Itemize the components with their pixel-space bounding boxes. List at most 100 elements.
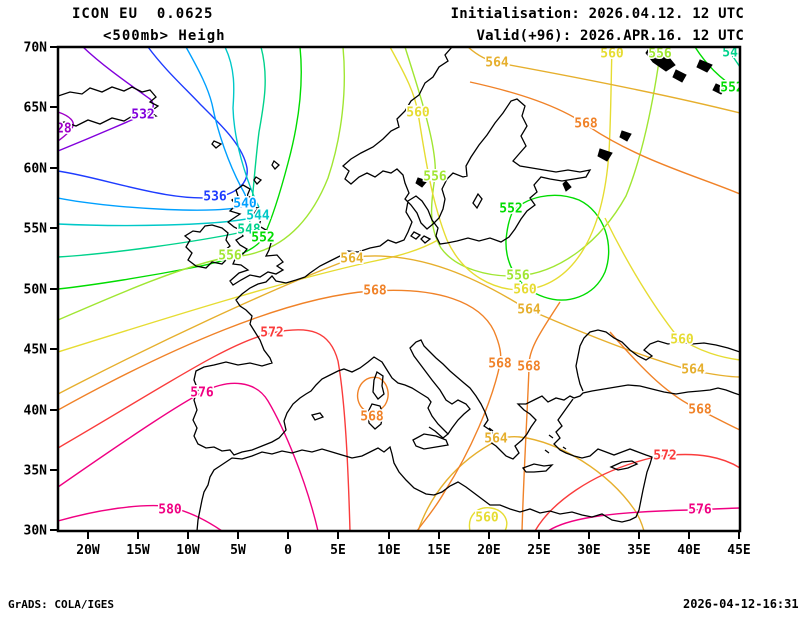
contour-label-568: 568 [488, 357, 512, 372]
contour-line-572 [534, 453, 740, 531]
contour-line-552 [694, 47, 740, 92]
contour-label-560: 560 [513, 283, 537, 298]
contour-line-568 [356, 376, 389, 413]
contour-label-552: 552 [499, 202, 522, 217]
y-tick-label: 45N [24, 343, 48, 358]
y-tick-label: 30N [24, 524, 48, 539]
contour-label-548: 548 [722, 46, 746, 61]
valid-time-label: Valid(+96): 2026.APR.16. 12 UTC [476, 28, 744, 44]
coastline [409, 339, 740, 460]
contour-label-536: 536 [203, 190, 227, 205]
contour-line-564 [58, 255, 740, 395]
y-tick-label: 50N [24, 283, 48, 298]
coastline [271, 159, 280, 170]
level-title: <500mb> Heigh [103, 28, 226, 44]
y-tick-label: 70N [24, 41, 48, 56]
x-tick-label: 45E [727, 543, 750, 558]
contour-layer [58, 47, 740, 531]
contour-label-556: 556 [218, 249, 242, 264]
contour-label-548: 548 [237, 223, 261, 238]
contour-line-532 [58, 47, 154, 152]
contour-label-560: 560 [475, 511, 499, 526]
contour-label-560: 560 [406, 106, 430, 121]
contour-label-564: 564 [485, 56, 509, 71]
contour-label-564: 564 [681, 363, 705, 378]
grads-credit: GrADS: COLA/IGES [8, 598, 114, 611]
creation-timestamp: 2026-04-12-16:31 [683, 597, 799, 611]
contour-line-568 [521, 301, 561, 531]
y-tick-label: 40N [24, 404, 48, 419]
contour-line-548 [58, 47, 266, 258]
y-tick-label: 55N [24, 222, 48, 237]
x-tick-label: 15W [126, 543, 150, 558]
contour-line-536 [58, 47, 248, 199]
coastline [521, 463, 554, 473]
coastline [575, 329, 740, 392]
coastline [226, 184, 285, 286]
x-tick-label: 35E [627, 543, 650, 558]
contour-label-552: 552 [251, 231, 274, 246]
contour-line-564 [417, 435, 645, 531]
coastline [192, 47, 592, 456]
contour-line-572 [58, 329, 351, 531]
lake-or-sea-fill [415, 177, 428, 188]
contour-line-544 [58, 47, 262, 227]
contour-label-556: 556 [648, 47, 672, 62]
x-tick-label: 25E [527, 543, 550, 558]
x-tick-label: 5W [230, 543, 246, 558]
contour-label-576: 576 [190, 386, 214, 401]
contour-line-540 [58, 47, 248, 211]
coastline [211, 140, 223, 149]
y-axis: 70N 65N 60N 55N 50N 45N 40N 35N 30N [24, 41, 57, 539]
model-title: ICON EU 0.0625 [72, 6, 214, 22]
coastline [472, 192, 483, 210]
x-tick-label: 5E [330, 543, 346, 558]
contour-line-552 [505, 194, 610, 301]
contour-line-556 [58, 47, 346, 321]
x-tick-label: 0 [284, 543, 292, 558]
x-tick-label: 10W [176, 543, 200, 558]
coastline [372, 371, 385, 400]
x-tick-label: 20E [477, 543, 500, 558]
coastline [609, 460, 639, 471]
coastline [196, 398, 653, 531]
contour-label-556: 556 [506, 269, 530, 284]
lake-or-sea-fill [645, 47, 676, 72]
contour-label-564: 564 [484, 432, 508, 447]
lake-or-sea-fill [696, 59, 713, 73]
init-time-label: Initialisation: 2026.04.12. 12 UTC [450, 6, 744, 22]
coastline [412, 433, 449, 450]
contour-label-568: 568 [360, 410, 384, 425]
x-tick-label: 10E [377, 543, 400, 558]
coastline-layer [58, 47, 740, 531]
y-tick-label: 65N [24, 101, 48, 116]
lake-or-sea-fill [619, 130, 632, 142]
coastline [488, 427, 567, 454]
coastline [310, 412, 325, 421]
contour-label-532: 532 [131, 108, 154, 123]
contour-label-568: 568 [688, 403, 712, 418]
coastline [183, 224, 231, 269]
contour-line-556 [404, 47, 662, 277]
contour-label-572: 572 [260, 326, 283, 341]
contour-line-576 [58, 382, 319, 531]
map-frame [56, 45, 742, 533]
x-tick-label: 40E [677, 543, 700, 558]
x-axis: 20W 15W 10W 5W 0 5E 10E 15E 20E 25E 30E 35E 40E 45E [76, 532, 751, 558]
x-tick-label: 20W [76, 543, 100, 558]
lake-or-sea-fill [562, 180, 572, 192]
contour-label-564: 564 [517, 303, 541, 318]
contour-label-568: 568 [517, 360, 541, 375]
y-tick-label: 60N [24, 162, 48, 177]
contour-line-560 [389, 47, 613, 291]
coastline [367, 403, 384, 430]
contour-label-572: 572 [653, 449, 676, 464]
contour-label-576: 576 [688, 503, 712, 518]
contour-line-528 [58, 111, 74, 142]
contour-line-560 [604, 217, 740, 361]
contour-label-540: 540 [233, 197, 257, 212]
y-tick-label: 35N [24, 464, 48, 479]
